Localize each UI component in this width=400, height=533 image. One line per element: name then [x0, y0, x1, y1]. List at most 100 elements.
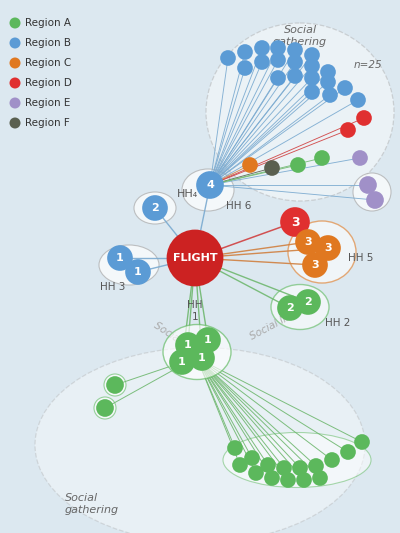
- Circle shape: [296, 290, 320, 314]
- Circle shape: [10, 58, 20, 69]
- Circle shape: [338, 81, 352, 95]
- Circle shape: [355, 435, 369, 449]
- Text: 2: 2: [304, 297, 312, 307]
- Circle shape: [288, 55, 302, 69]
- Circle shape: [277, 461, 291, 475]
- Text: Social link: Social link: [152, 320, 202, 357]
- Circle shape: [321, 65, 335, 79]
- Circle shape: [321, 75, 335, 89]
- Circle shape: [261, 458, 275, 472]
- Text: FLIGHT: FLIGHT: [173, 253, 217, 263]
- Circle shape: [238, 45, 252, 59]
- Circle shape: [291, 158, 305, 172]
- Circle shape: [323, 88, 337, 102]
- Circle shape: [367, 192, 383, 208]
- Text: Region D: Region D: [25, 78, 72, 88]
- Circle shape: [315, 151, 329, 165]
- Text: Social
gathering: Social gathering: [65, 494, 119, 515]
- Circle shape: [271, 71, 285, 85]
- Circle shape: [360, 177, 376, 193]
- Circle shape: [316, 236, 340, 260]
- Circle shape: [309, 459, 323, 473]
- Circle shape: [249, 466, 263, 480]
- Text: 3: 3: [311, 260, 319, 270]
- Circle shape: [305, 48, 319, 62]
- Circle shape: [278, 296, 302, 320]
- Circle shape: [296, 230, 320, 254]
- Text: Region E: Region E: [25, 98, 70, 108]
- Circle shape: [170, 350, 194, 374]
- Text: 1: 1: [134, 267, 142, 277]
- Circle shape: [221, 51, 235, 65]
- Ellipse shape: [163, 325, 231, 379]
- Circle shape: [197, 172, 223, 198]
- Ellipse shape: [134, 192, 176, 224]
- Text: HH 2: HH 2: [325, 318, 350, 328]
- Text: HH 3: HH 3: [100, 282, 125, 292]
- Text: Region B: Region B: [25, 38, 71, 48]
- Circle shape: [303, 253, 327, 277]
- Circle shape: [271, 53, 285, 67]
- Text: Region F: Region F: [25, 118, 70, 128]
- Ellipse shape: [206, 23, 394, 201]
- Text: HH
1: HH 1: [187, 301, 203, 322]
- Circle shape: [351, 93, 365, 107]
- Circle shape: [255, 41, 269, 55]
- Circle shape: [313, 471, 327, 485]
- Ellipse shape: [288, 221, 356, 283]
- Text: HH₄: HH₄: [177, 189, 198, 199]
- Ellipse shape: [353, 173, 391, 211]
- Circle shape: [281, 473, 295, 487]
- Text: 3: 3: [324, 243, 332, 253]
- Circle shape: [176, 333, 200, 357]
- Circle shape: [297, 473, 311, 487]
- Circle shape: [265, 161, 279, 175]
- Text: 3: 3: [304, 237, 312, 247]
- Circle shape: [305, 71, 319, 85]
- Ellipse shape: [99, 245, 159, 285]
- Circle shape: [233, 458, 247, 472]
- Circle shape: [168, 231, 222, 285]
- Text: Region A: Region A: [25, 18, 71, 28]
- Text: 3: 3: [291, 215, 299, 229]
- Ellipse shape: [271, 285, 329, 329]
- Text: HH 5: HH 5: [348, 253, 373, 263]
- Circle shape: [255, 55, 269, 69]
- Circle shape: [288, 43, 302, 57]
- Circle shape: [10, 77, 20, 88]
- Ellipse shape: [94, 397, 116, 419]
- Circle shape: [271, 41, 285, 55]
- Text: 2: 2: [286, 303, 294, 313]
- Text: Social
gathering: Social gathering: [273, 25, 327, 46]
- Circle shape: [243, 158, 257, 172]
- Circle shape: [143, 196, 167, 220]
- Text: Social link: Social link: [248, 308, 299, 342]
- Circle shape: [10, 18, 20, 28]
- Circle shape: [228, 441, 242, 455]
- Circle shape: [10, 117, 20, 128]
- Circle shape: [190, 346, 214, 370]
- Circle shape: [265, 471, 279, 485]
- Circle shape: [10, 37, 20, 49]
- Circle shape: [288, 69, 302, 83]
- Text: 1: 1: [198, 353, 206, 363]
- Text: Region C: Region C: [25, 58, 71, 68]
- Ellipse shape: [35, 348, 365, 533]
- Circle shape: [305, 59, 319, 73]
- Text: 1: 1: [116, 253, 124, 263]
- Text: n=25: n=25: [353, 60, 382, 70]
- Circle shape: [108, 246, 132, 270]
- Circle shape: [293, 461, 307, 475]
- Ellipse shape: [223, 432, 371, 488]
- Text: 1: 1: [184, 340, 192, 350]
- Circle shape: [245, 451, 259, 465]
- Circle shape: [305, 85, 319, 99]
- Circle shape: [353, 151, 367, 165]
- Circle shape: [357, 111, 371, 125]
- Circle shape: [107, 377, 123, 393]
- Text: 2: 2: [151, 203, 159, 213]
- Text: 4: 4: [206, 180, 214, 190]
- Circle shape: [10, 98, 20, 109]
- Circle shape: [281, 208, 309, 236]
- Circle shape: [126, 260, 150, 284]
